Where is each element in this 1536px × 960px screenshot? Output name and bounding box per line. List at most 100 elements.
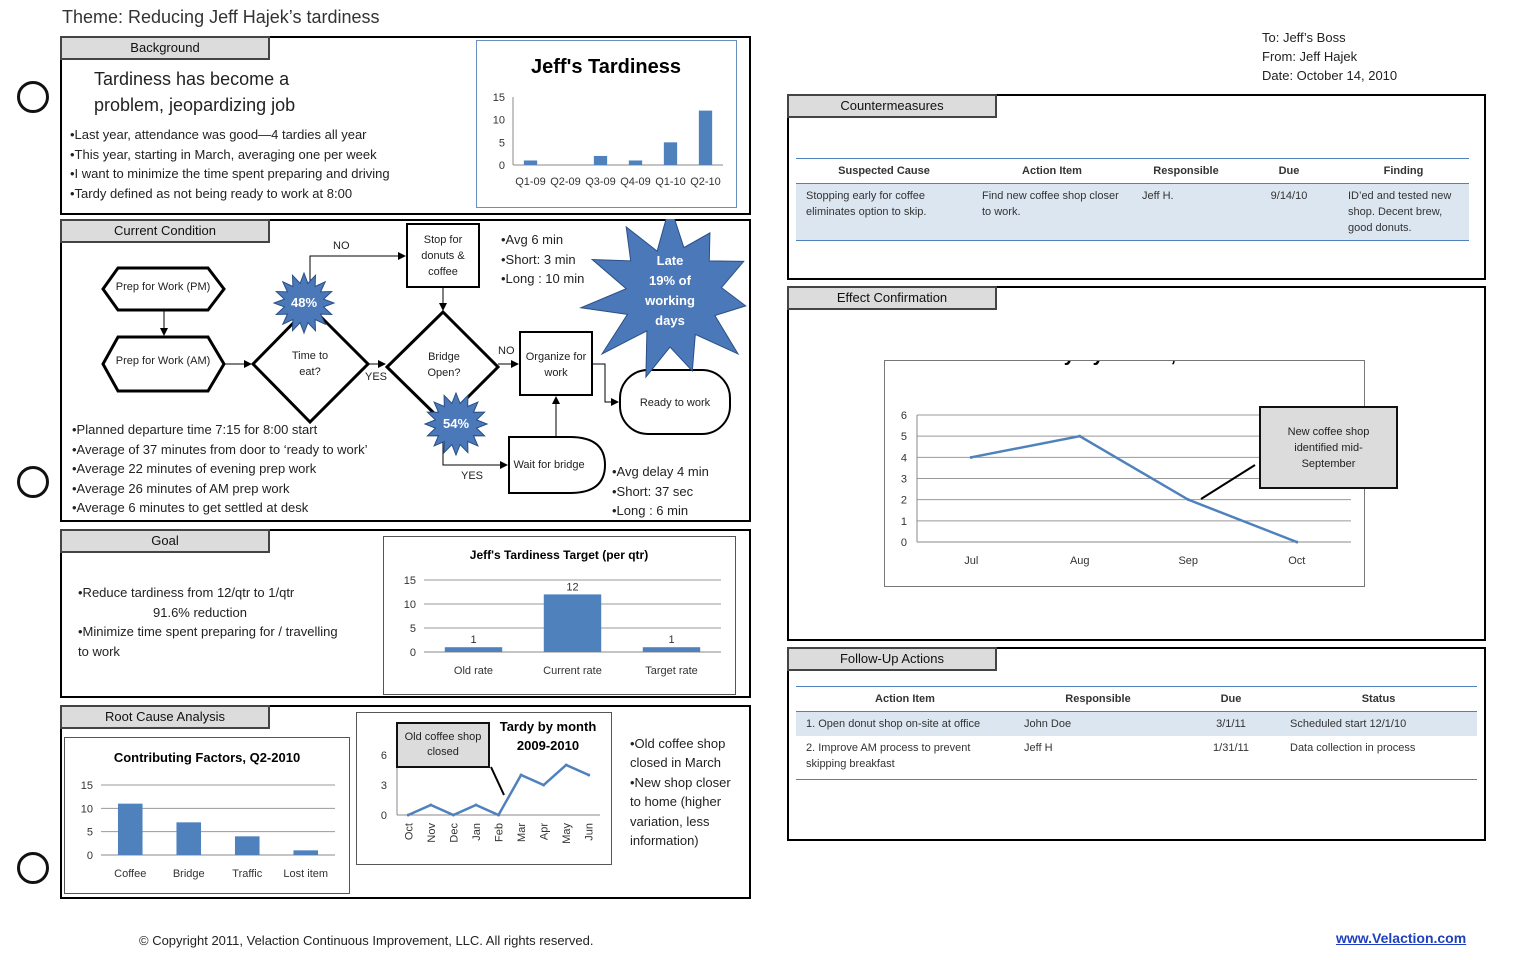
follow-up-section xyxy=(787,647,1486,841)
goal-header: Goal xyxy=(60,529,270,553)
stop-donuts-node: Stop for donuts & coffee xyxy=(421,233,465,278)
new-shop-callout: New coffee shop identified mid-September xyxy=(1259,406,1398,489)
chart-title: Tardy by month, 2010 xyxy=(1022,361,1226,366)
column-header: Responsible xyxy=(1132,158,1240,184)
x-tick-label: Coffee xyxy=(114,868,146,880)
y-tick-label: 5 xyxy=(410,623,416,635)
follow-up-header: Follow-Up Actions xyxy=(787,647,997,671)
x-tick-label: Q2-09 xyxy=(550,176,581,188)
background-header: Background xyxy=(60,36,270,60)
x-tick-label: Current rate xyxy=(543,665,602,677)
x-tick-label: Oct xyxy=(403,823,415,840)
y-tick-label: 0 xyxy=(410,647,416,659)
current-bullets: •Planned departure time 7:15 for 8:00 st… xyxy=(72,420,368,518)
stat-line: •Short: 37 sec xyxy=(612,483,694,499)
table-cell: Scheduled start 12/1/10 xyxy=(1280,711,1477,736)
burst-54-label: 54% xyxy=(442,416,470,431)
chart-title: Tardy by month xyxy=(500,719,597,734)
stat-line: •Avg 6 min xyxy=(501,232,564,247)
page-title: Theme: Reducing Jeff Hajek’s tardiness xyxy=(62,7,380,27)
y-tick-label: 6 xyxy=(901,410,907,422)
bullet: •I want to minimize the time spent prepa… xyxy=(70,166,390,181)
countermeasures-table: Suspected Cause Action Item Responsible … xyxy=(796,158,1469,240)
binder-hole-icon xyxy=(17,81,49,113)
chart-title: Contributing Factors, Q2-2010 xyxy=(114,750,300,765)
table-header-row: Suspected Cause Action Item Responsible … xyxy=(796,158,1469,184)
x-tick-label: Jun xyxy=(584,823,596,841)
tardiness-chart: Jeff's Tardiness 0 5 10 15 Q1-09 Q2-09 Q3-09 Q4-… xyxy=(493,56,723,188)
column-header: Suspected Cause xyxy=(796,158,972,184)
time-to-eat-shape xyxy=(250,303,371,425)
chart-title: Jeff's Tardiness Target (per qtr) xyxy=(470,548,648,562)
y-tick-label: 3 xyxy=(381,780,387,792)
bar xyxy=(543,594,602,652)
table-cell: 3/1/11 xyxy=(1182,711,1280,736)
bullet: •Reduce tardiness from 12/qtr to 1/qtr xyxy=(78,585,295,600)
table-cell: 1. Open donut shop on-site at office xyxy=(796,711,1014,736)
label-yes: YES xyxy=(461,470,484,482)
x-tick-label: May xyxy=(561,823,573,844)
bullet: •Last year, attendance was good—4 tardie… xyxy=(70,127,367,142)
stat-line: •Long : 10 min xyxy=(501,271,585,286)
bar xyxy=(642,647,701,652)
follow-up-table: Action Item Responsible Due Status 1. Op… xyxy=(796,686,1477,776)
bar xyxy=(593,155,608,165)
x-tick-label: Nov xyxy=(426,823,438,843)
y-tick-label: 10 xyxy=(81,803,93,815)
table-rule xyxy=(796,779,1477,780)
x-tick-label: Q2-10 xyxy=(690,176,721,188)
bridge-open-node: Bridge Open? xyxy=(427,351,461,379)
label-no: NO xyxy=(498,345,515,357)
countermeasures-header: Countermeasures xyxy=(787,94,997,118)
bar xyxy=(523,160,538,165)
bar xyxy=(444,647,503,652)
website-link[interactable]: www.Velaction.com xyxy=(1336,930,1467,946)
connector xyxy=(592,363,619,406)
burst-late-label: Late 19% of working days xyxy=(630,251,710,331)
x-tick-label: Mar xyxy=(516,823,528,842)
y-tick-label: 1 xyxy=(901,516,907,528)
bar xyxy=(293,850,319,855)
y-tick-label: 0 xyxy=(499,160,505,172)
monthly0910-chart: Tardy by month 2009-2010 0 3 6 Oct Nov Dec Jan Fe… xyxy=(381,719,600,844)
burst-line: 19% of xyxy=(649,273,691,288)
note: •Old coffee shop closed in March xyxy=(630,736,726,771)
x-tick-label: Lost item xyxy=(283,868,328,880)
x-tick-label: Q4-09 xyxy=(620,176,651,188)
x-tick-label: Oct xyxy=(1288,555,1305,567)
bullet: 91.6% reduction xyxy=(153,604,247,620)
x-tick-label: Feb xyxy=(494,823,506,842)
burst-48-icon xyxy=(272,271,336,335)
background-bullets: •Last year, attendance was good—4 tardie… xyxy=(70,125,470,203)
bar xyxy=(698,110,713,165)
bar xyxy=(176,822,202,855)
y-tick-label: 0 xyxy=(87,850,93,862)
column-header: Due xyxy=(1182,686,1280,712)
donut-stats: •Avg 6 min •Short: 3 min •Long : 10 min xyxy=(501,230,584,289)
memo-block: To: Jeff’s Boss From: Jeff Hajek Date: O… xyxy=(1262,28,1397,85)
bar xyxy=(117,803,143,855)
prep-am-shape xyxy=(101,335,226,393)
table-cell: John Doe xyxy=(1014,711,1182,736)
data-label: 1 xyxy=(668,634,674,646)
x-tick-label: Traffic xyxy=(232,868,262,880)
x-tick-label: Jul xyxy=(964,555,978,567)
binder-hole-icon xyxy=(17,466,49,498)
table-cell: Stopping early for coffee eliminates opt… xyxy=(796,183,972,240)
burst-54-icon xyxy=(423,391,489,457)
stat-line: •Long : 6 min xyxy=(612,503,689,518)
bullet: •Tardy defined as not being ready to wor… xyxy=(70,185,353,201)
y-tick-label: 5 xyxy=(901,431,907,443)
flowchart xyxy=(101,219,747,494)
callout-line xyxy=(1200,464,1256,500)
x-tick-label: Apr xyxy=(539,823,551,840)
memo-to: To: Jeff’s Boss xyxy=(1262,30,1346,45)
x-tick-label: Jan xyxy=(471,823,483,841)
table-cell: 1/31/11 xyxy=(1213,742,1249,754)
table-cell: Jeff H. xyxy=(1132,183,1240,240)
burst-line: days xyxy=(655,313,685,328)
table-cell: Find new coffee shop closer to work. xyxy=(972,183,1132,240)
series-line xyxy=(971,434,1298,544)
y-tick-label: 4 xyxy=(901,452,907,464)
copyright: © Copyright 2011, Velaction Continuous I… xyxy=(139,933,594,948)
